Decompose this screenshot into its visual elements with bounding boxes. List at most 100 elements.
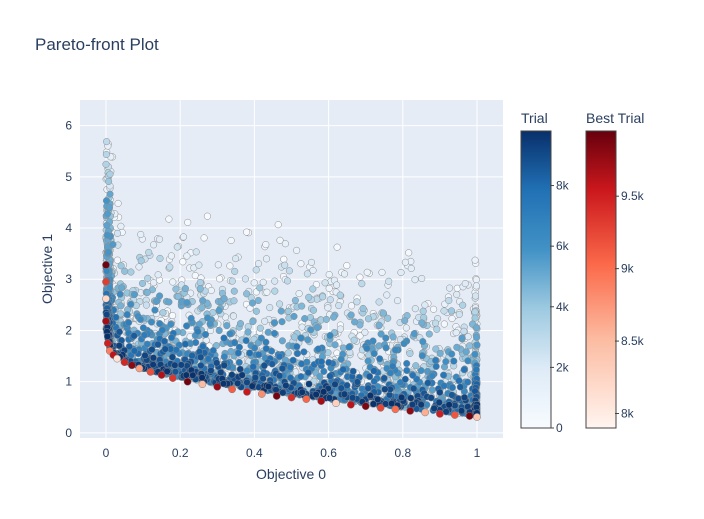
y-tick-label: 6 [65, 119, 72, 133]
best-trial-colorbar [585, 130, 617, 429]
trial-point [113, 229, 122, 237]
trial-point [284, 307, 292, 315]
trial-point [396, 378, 404, 387]
trial-point [130, 291, 138, 299]
trial-point [359, 304, 367, 313]
best-trial-point [102, 317, 110, 326]
trial-point [277, 307, 285, 315]
trial-point [181, 340, 189, 348]
trial-point [154, 271, 162, 279]
trial-point [171, 361, 179, 369]
trial-point [169, 278, 177, 286]
x-tick-label: 1 [474, 446, 481, 460]
trial-point [270, 319, 279, 327]
best-trial-point [103, 339, 112, 348]
trial-point [364, 357, 372, 365]
trial-point [343, 262, 351, 270]
trial-point [270, 329, 279, 337]
best-trial-point [243, 388, 251, 396]
trial-point [109, 240, 117, 249]
best-trial-point [146, 368, 155, 376]
colorbar-tick-label: 4k [556, 300, 570, 314]
trial-point [336, 325, 344, 333]
trial-point [271, 277, 279, 285]
trial-point [364, 384, 372, 392]
trial-point [320, 388, 328, 396]
trial-point [321, 279, 329, 287]
trial-point [293, 246, 301, 254]
trial-point [364, 315, 373, 323]
trial-point [156, 254, 164, 262]
trial-point [335, 301, 343, 310]
trial-point [462, 348, 470, 356]
trial-point [440, 307, 448, 315]
trial-point [252, 266, 260, 274]
trial-point [403, 359, 411, 368]
x-tick-label: 0.8 [394, 446, 411, 460]
trial-point [251, 374, 259, 382]
trial-point [234, 379, 242, 387]
trial-point [250, 279, 258, 287]
trial-point [246, 349, 254, 357]
best-trial-point [102, 294, 110, 303]
best-trial-colorbar-title: Best Trial [586, 110, 644, 126]
trial-point [102, 150, 110, 159]
trial-point [464, 357, 472, 365]
trial-point [440, 371, 448, 379]
trial-point [156, 292, 164, 300]
trial-point [262, 345, 270, 353]
trial-point [112, 313, 120, 321]
trial-point [252, 307, 260, 315]
trial-point [236, 320, 245, 328]
trial-point [207, 286, 215, 295]
trial-point [432, 356, 440, 364]
trial-point [117, 222, 125, 230]
trial-point [204, 314, 212, 322]
trial-point [361, 328, 369, 336]
trial-point [150, 279, 158, 287]
y-tick-label: 1 [65, 375, 72, 389]
trial-point [411, 276, 419, 284]
trial-point [230, 287, 238, 295]
trial-point [103, 311, 111, 319]
trial-point [104, 210, 112, 218]
trial-point [430, 404, 438, 412]
trial-point [194, 327, 202, 336]
trial-point [207, 366, 215, 375]
trial-point [336, 291, 344, 299]
trial-point [154, 340, 162, 348]
best-trial-point [450, 411, 459, 419]
best-trial-point [102, 261, 110, 269]
trial-point [377, 330, 385, 338]
trial-point [284, 349, 292, 357]
trial-point [419, 338, 427, 346]
trial-point [159, 309, 167, 317]
trial-point [278, 318, 286, 326]
trial-point [144, 274, 152, 282]
trial-point [182, 371, 190, 379]
trial-point [455, 310, 463, 318]
trial-point [117, 262, 125, 270]
trial-point [290, 333, 298, 341]
trial-point [168, 334, 176, 342]
trial-point [251, 344, 259, 352]
trial-point [411, 305, 419, 313]
trial-point [103, 267, 111, 275]
trial-point [105, 204, 114, 212]
trial-point [243, 290, 251, 298]
colorbar-tick-label: 9.5k [621, 189, 645, 203]
trial-point [145, 248, 153, 256]
trial-point [330, 313, 338, 321]
trial-point [403, 366, 411, 375]
trial-point [473, 341, 481, 349]
trial-point [281, 240, 289, 248]
trial-point [370, 367, 378, 375]
trial-point [314, 345, 322, 353]
trial-point [350, 336, 358, 344]
trial-point [356, 321, 364, 329]
colorbar-tick-label: 8k [556, 179, 570, 193]
trial-point [349, 367, 357, 375]
trial-point [366, 372, 374, 381]
trial-point [445, 401, 453, 409]
trial-point [300, 348, 308, 356]
